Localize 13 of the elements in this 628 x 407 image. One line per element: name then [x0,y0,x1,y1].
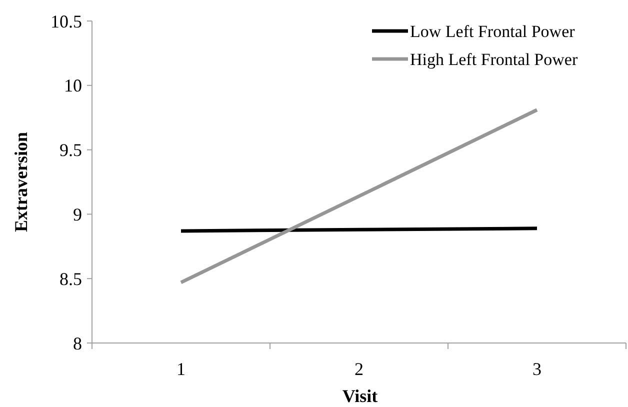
y-tick-label: 9.5 [60,140,82,160]
y-tick-label: 9 [73,204,82,224]
legend-label: High Left Frontal Power [410,50,578,69]
x-axis-title: Visit [342,386,378,406]
legend-label: Low Left Frontal Power [410,22,576,41]
y-tick-label: 8 [73,333,82,354]
y-axis-title: Extraversion [11,132,31,232]
x-tick-label: 3 [532,359,542,379]
y-tick-label: 10.5 [50,11,82,32]
x-tick-label: 2 [354,359,364,379]
y-tick-label: 8.5 [60,268,82,289]
x-tick-label: 1 [176,359,186,379]
y-tick-label: 10 [64,76,82,96]
